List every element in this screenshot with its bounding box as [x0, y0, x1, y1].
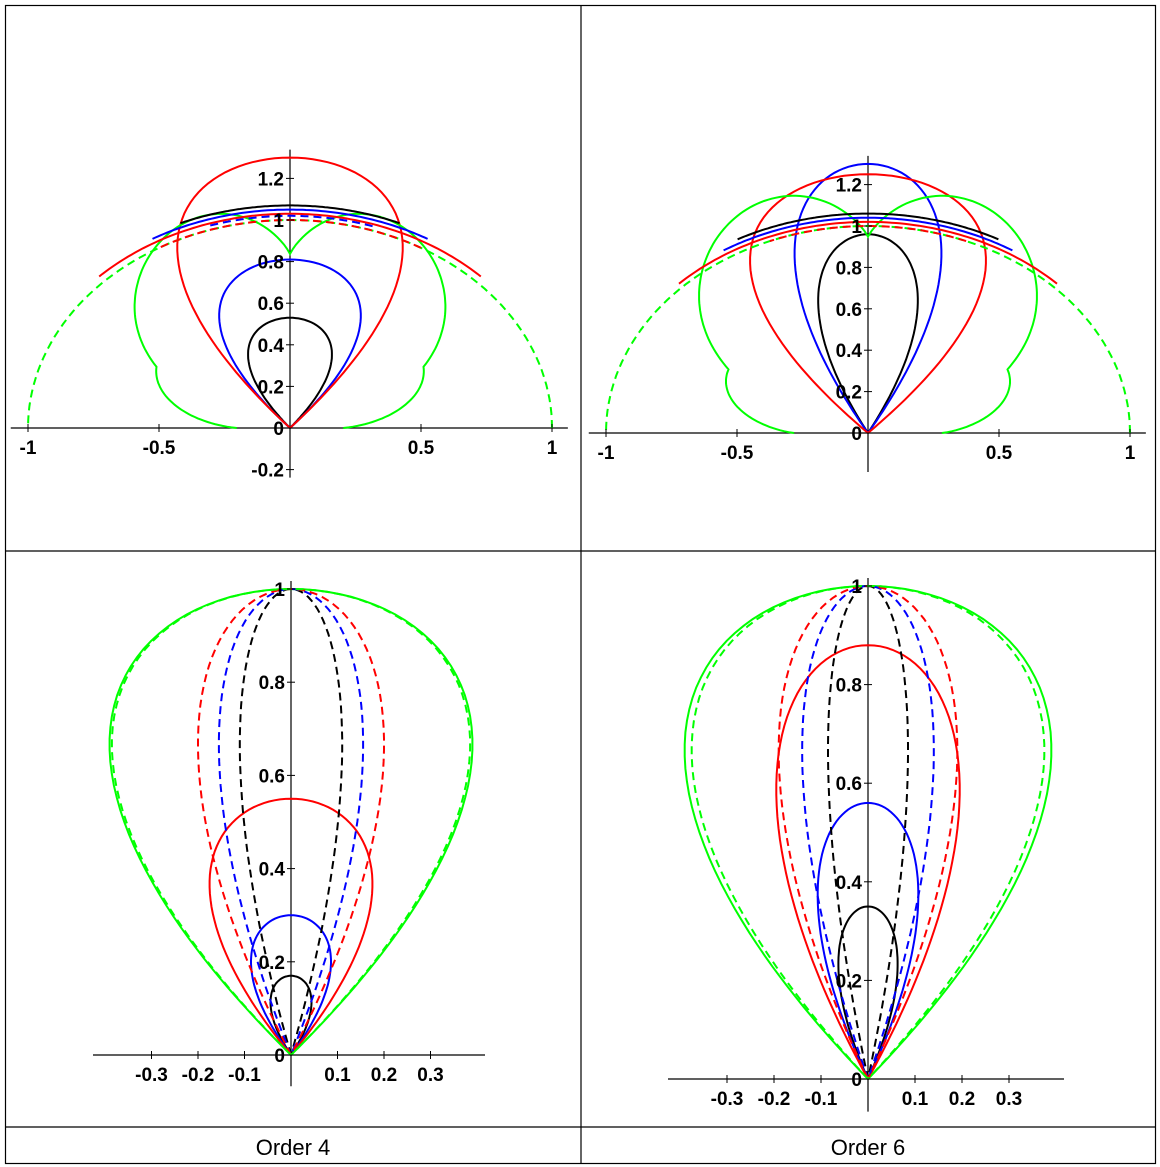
y-tick-label: 1	[851, 217, 862, 238]
table-frame	[4, 4, 1157, 1165]
y-tick-label: 0.2	[836, 971, 862, 992]
chart-panel-bottom-right: -0.3 -0.2 -0.1 0.1 0.2 0.3 0 0.2 0.4 0.6 0.8 1	[668, 577, 1064, 1112]
y-tick-label: 0.8	[836, 676, 862, 697]
series-line-4	[737, 212, 999, 241]
y-tick-label: 0.8	[258, 253, 284, 274]
x-tick-label: 0.2	[949, 1089, 975, 1110]
y-tick-label: 0	[851, 1070, 862, 1091]
x-tick-label: -0.1	[228, 1065, 261, 1086]
chart-panel-top-right: -1 -0.5 0.5 1 0 0.2 0.4 0.6 0.8 1 1.2	[588, 155, 1146, 473]
y-tick-label: 1	[851, 577, 862, 598]
y-tick-label: 0.6	[836, 774, 862, 795]
y-tick-label: 0	[273, 419, 284, 440]
series-line-5	[723, 216, 1013, 252]
chart-panel-bottom-left: -0.3 -0.2 -0.1 0.1 0.2 0.3 0 0.2 0.4 0.6 0.8 1	[93, 580, 485, 1087]
x-tick-label: -0.2	[182, 1065, 215, 1086]
series-line-0	[269, 974, 313, 1056]
series-line-2	[208, 797, 374, 1056]
x-tick-label: -1	[20, 438, 37, 459]
x-tick-label: 0.2	[371, 1065, 397, 1086]
y-tick-label: 1	[273, 211, 284, 232]
y-tick-label: 0.4	[836, 873, 863, 894]
y-tick-label: 1	[274, 580, 285, 601]
x-tick-label: -0.1	[805, 1089, 838, 1110]
y-tick-label: 0.2	[836, 383, 862, 404]
y-tick-label: 0	[274, 1046, 285, 1067]
series-line-2	[775, 644, 961, 1080]
y-tick-label: -0.2	[251, 461, 284, 482]
y-tick-label: 0.4	[836, 341, 863, 362]
x-tick-label: 0.5	[408, 438, 435, 459]
x-tick-label: 0.3	[417, 1065, 443, 1086]
series-line-0	[837, 905, 899, 1080]
y-tick-label: 1.2	[258, 169, 284, 190]
y-tick-label: 0.6	[258, 294, 284, 315]
x-tick-label: -0.3	[135, 1065, 168, 1086]
series-line-1	[816, 801, 920, 1080]
series-line-2	[749, 173, 987, 434]
y-tick-label: 0	[851, 424, 862, 445]
y-tick-label: 0.4	[259, 860, 286, 881]
x-tick-label: -1	[598, 443, 615, 464]
series-line-3	[133, 212, 447, 429]
series-line-3	[698, 194, 1038, 434]
x-tick-label: -0.5	[143, 438, 176, 459]
series-line-1	[250, 914, 332, 1056]
x-tick-label: 0.1	[902, 1089, 929, 1110]
x-tick-label: -0.2	[758, 1089, 791, 1110]
series-line-5	[152, 208, 429, 240]
x-tick-label: 0.5	[986, 443, 1013, 464]
y-tick-label: 0.8	[259, 673, 285, 694]
y-tick-label: 0.8	[836, 258, 862, 279]
x-tick-label: 0.1	[324, 1065, 351, 1086]
series-line-4	[238, 587, 344, 1056]
series-line-0	[817, 233, 919, 434]
x-tick-label: 0.3	[996, 1089, 1022, 1110]
series-line-1	[218, 258, 362, 429]
series-line-1	[793, 162, 943, 434]
series-line-8	[769, 225, 967, 243]
series-line-4	[180, 204, 400, 225]
series-line-6	[98, 212, 482, 278]
y-tick-label: 0.4	[258, 336, 285, 357]
series-line-6	[678, 220, 1058, 285]
y-tick-label: 0.6	[259, 766, 285, 787]
x-tick-label: 1	[1125, 443, 1136, 464]
y-tick-label: 0.2	[258, 377, 284, 398]
y-tick-label: 0.6	[836, 300, 862, 321]
y-tick-label: 0.2	[259, 953, 285, 974]
caption-order-6: Order 6	[831, 1135, 906, 1160]
x-tick-label: -0.3	[711, 1089, 744, 1110]
chart-panel-top-left: -1 -0.5 0.5 1 -0.2 0 0.2 0.4 0.6 0.8 1 1.2	[10, 149, 568, 482]
series-line-2	[176, 156, 404, 429]
series-line-9	[207, 214, 373, 228]
y-tick-label: 1.2	[836, 176, 862, 197]
series-line-5	[217, 587, 365, 1056]
x-tick-label: -0.5	[721, 443, 754, 464]
x-tick-label: 1	[547, 438, 558, 459]
series-line-7	[110, 587, 472, 1056]
caption-order-4: Order 4	[256, 1135, 331, 1160]
series-line-0	[247, 316, 333, 429]
